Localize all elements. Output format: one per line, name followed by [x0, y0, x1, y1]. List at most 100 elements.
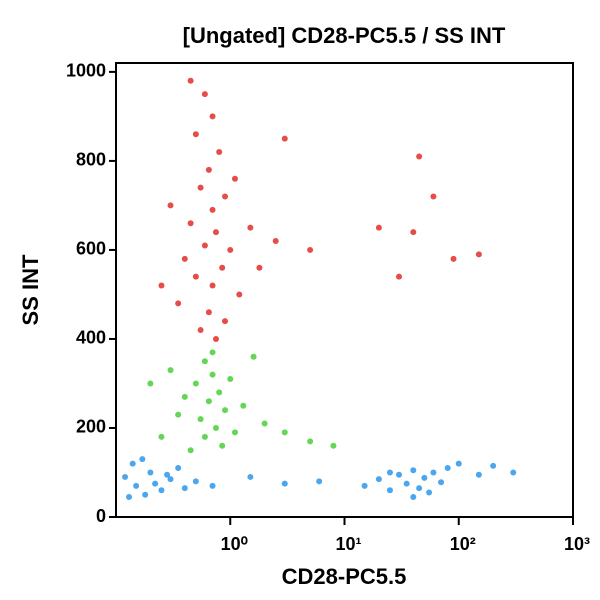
point — [187, 220, 194, 227]
point — [209, 482, 216, 489]
point — [192, 131, 199, 138]
point — [222, 407, 229, 414]
point — [209, 206, 216, 213]
point — [330, 442, 337, 449]
point — [261, 420, 268, 427]
x-tick-label: 10² — [450, 534, 476, 554]
point — [212, 335, 219, 342]
point — [396, 273, 403, 280]
point — [147, 469, 154, 476]
point — [216, 389, 223, 396]
point — [133, 482, 140, 489]
point — [201, 433, 208, 440]
x-tick-label: 10⁰ — [221, 534, 248, 554]
point — [361, 482, 368, 489]
point — [209, 349, 216, 356]
point — [475, 471, 482, 478]
point — [386, 487, 393, 494]
point — [410, 467, 417, 474]
point — [209, 282, 216, 289]
point — [222, 193, 229, 200]
point — [247, 473, 254, 480]
point — [444, 465, 451, 472]
point — [475, 251, 482, 258]
point — [416, 485, 423, 492]
point — [227, 376, 234, 383]
point — [216, 149, 223, 156]
point — [192, 478, 199, 485]
point — [192, 380, 199, 387]
plot-frame — [115, 62, 574, 518]
point — [205, 166, 212, 173]
point — [126, 493, 133, 500]
point — [430, 469, 437, 476]
y-tick-label: 400 — [76, 328, 106, 348]
point — [212, 229, 219, 236]
point — [192, 273, 199, 280]
x-tick-label: 10³ — [564, 534, 590, 554]
y-tick-label: 200 — [76, 417, 106, 437]
point — [236, 291, 243, 298]
point — [490, 462, 497, 469]
point — [281, 480, 288, 487]
point — [247, 224, 254, 231]
point — [209, 371, 216, 378]
point — [219, 442, 226, 449]
point — [227, 246, 234, 253]
point — [209, 113, 216, 120]
chart-title: [Ungated] CD28-PC5.5 / SS INT — [183, 23, 506, 48]
point — [281, 429, 288, 436]
point — [181, 393, 188, 400]
point — [181, 485, 188, 492]
point — [158, 433, 165, 440]
point — [164, 471, 171, 478]
point — [167, 476, 174, 483]
point — [197, 327, 204, 334]
point — [175, 300, 182, 307]
y-tick-label: 1000 — [66, 61, 106, 81]
point — [256, 264, 263, 271]
point — [175, 411, 182, 418]
point — [152, 480, 159, 487]
point — [205, 398, 212, 405]
y-tick-label: 600 — [76, 239, 106, 259]
point — [167, 367, 174, 374]
point — [250, 353, 257, 360]
point — [410, 493, 417, 500]
point — [307, 438, 314, 445]
point — [201, 242, 208, 249]
point — [201, 91, 208, 98]
point — [416, 153, 423, 160]
point — [142, 491, 149, 498]
point — [410, 229, 417, 236]
point — [129, 460, 136, 467]
point — [307, 246, 314, 253]
y-tick-label: 800 — [76, 150, 106, 170]
point — [375, 224, 382, 231]
point — [158, 487, 165, 494]
point — [421, 474, 428, 481]
y-tick-label: 0 — [96, 506, 106, 526]
point — [187, 77, 194, 84]
point — [197, 416, 204, 423]
point — [430, 193, 437, 200]
point — [316, 478, 323, 485]
point — [426, 489, 433, 496]
point — [231, 175, 238, 182]
point — [403, 480, 410, 487]
x-axis-label: CD28-PC5.5 — [282, 564, 407, 589]
point — [167, 202, 174, 209]
point — [201, 358, 208, 365]
point — [222, 318, 229, 325]
point — [187, 447, 194, 454]
point — [450, 255, 457, 262]
point — [219, 264, 226, 271]
points — [122, 77, 517, 500]
point — [510, 469, 517, 476]
point — [139, 456, 146, 463]
point — [272, 238, 279, 245]
x-tick-label: 10¹ — [335, 534, 361, 554]
point — [455, 460, 462, 467]
point — [181, 255, 188, 262]
